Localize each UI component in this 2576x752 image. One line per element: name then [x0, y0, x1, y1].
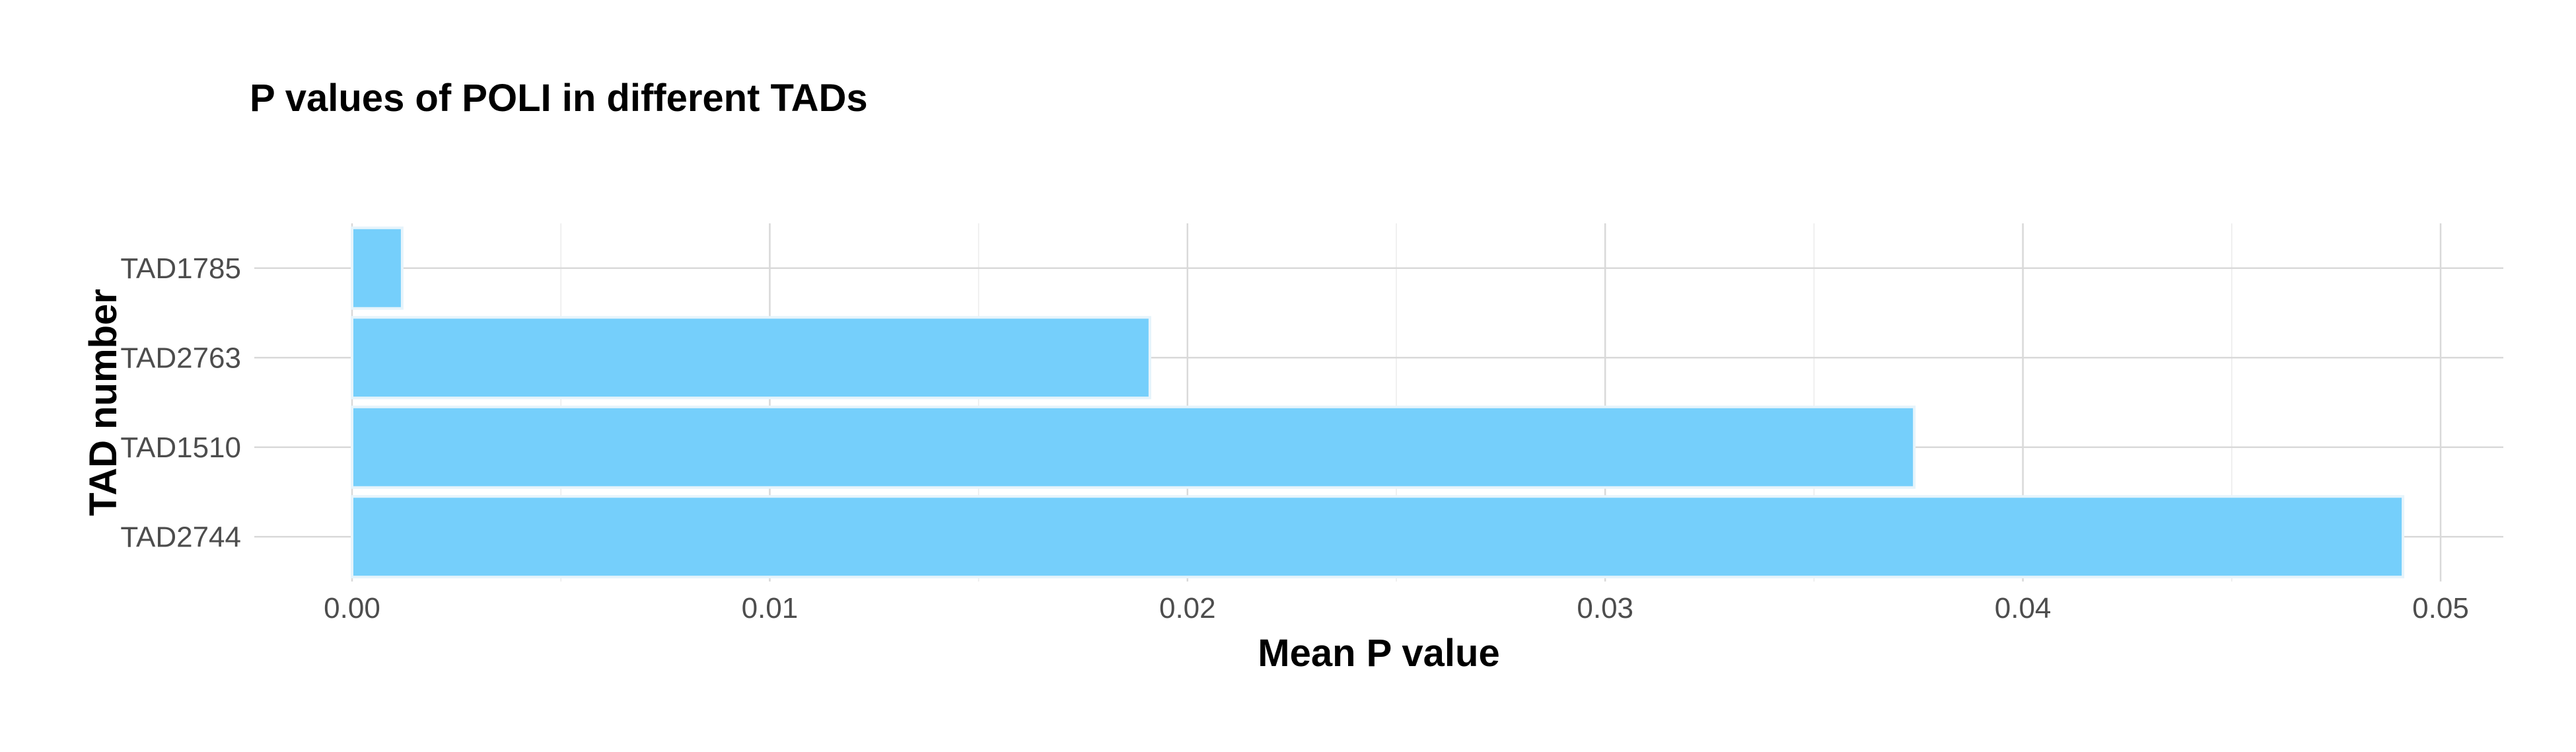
x-tick-label: 0.04 [1995, 592, 2052, 624]
bar-tad1785 [351, 226, 404, 310]
x-tick-label: 0.02 [1159, 592, 1216, 624]
y-axis-title: TAD number [82, 289, 125, 516]
x-tick-label: 0.00 [324, 592, 380, 624]
y-tick-label: TAD2763 [120, 342, 241, 374]
y-tick-label: TAD2744 [120, 521, 241, 553]
chart-title: P values of POLI in different TADs [250, 77, 868, 120]
y-tick-label: TAD1510 [120, 432, 241, 464]
bar-tad2744 [351, 495, 2405, 579]
x-axis-title: Mean P value [1258, 632, 1499, 675]
y-axis-tick-labels: TAD1785 TAD2763 TAD1510 TAD2744 [120, 252, 241, 554]
bar-tad2763 [351, 316, 1151, 400]
bar-tad1510 [351, 405, 1916, 489]
bars [351, 226, 2405, 579]
x-tick-label: 0.03 [1577, 592, 1633, 624]
x-tick-label: 0.01 [742, 592, 799, 624]
x-tick-label: 0.05 [2412, 592, 2469, 624]
y-tick-label: TAD1785 [120, 252, 241, 285]
x-axis-tick-labels: 0.00 0.01 0.02 0.03 0.04 0.05 [324, 592, 2469, 624]
